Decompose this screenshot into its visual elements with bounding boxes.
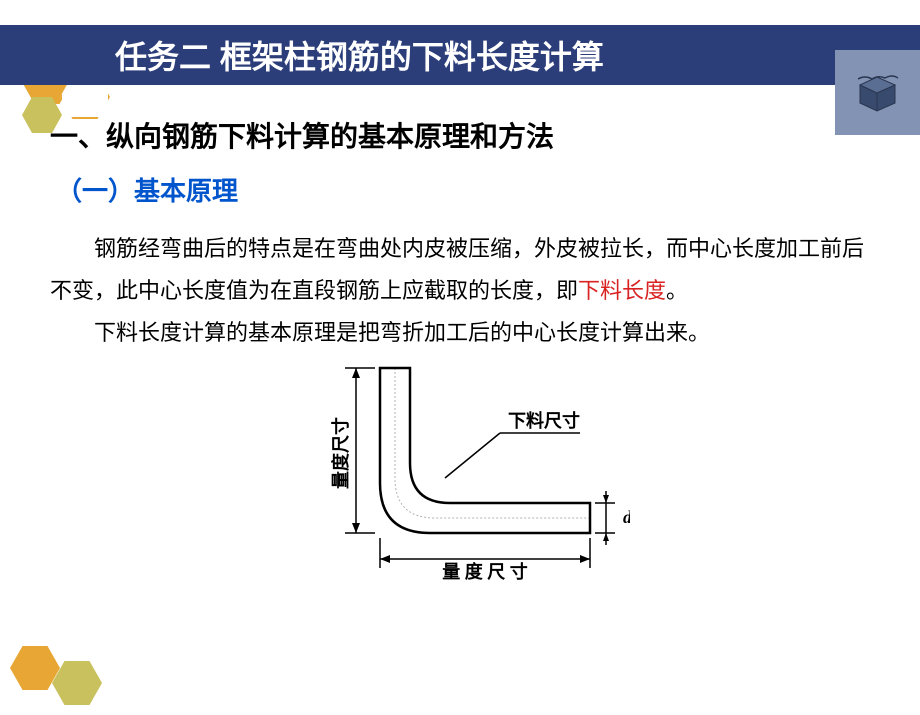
rebar-diagram: 量度尺寸 下料尺寸 d 量 度 尺 寸 (290, 363, 630, 583)
header-bar: 任务二 框架柱钢筋的下料长度计算 (0, 25, 920, 85)
dim-horizontal-label: 量 度 尺 寸 (442, 561, 528, 582)
content-area: 一、纵向钢筋下料计算的基本原理和方法 （一）基本原理 钢筋经弯曲后的特点是在弯曲… (0, 85, 920, 593)
para1-prefix: 钢筋经弯曲后的特点是在弯曲处内皮被压缩，外皮被拉长，而中心长度加工前后不变，此中… (50, 236, 864, 303)
para1-highlight: 下料长度 (578, 278, 666, 303)
subsection-title: （一）基本原理 (56, 171, 870, 208)
corner-logo (835, 50, 920, 135)
diagram-area: 量度尺寸 下料尺寸 d 量 度 尺 寸 (50, 363, 870, 583)
page-title: 任务二 框架柱钢筋的下料长度计算 (115, 32, 604, 78)
dim-vertical-label: 量度尺寸 (330, 417, 351, 489)
paragraph-2: 下料长度计算的基本原理是把弯折加工后的中心长度计算出来。 (50, 312, 870, 354)
dim-d-label: d (623, 507, 630, 527)
para1-suffix: 。 (666, 278, 688, 303)
dim-cutting-label: 下料尺寸 (508, 410, 580, 431)
paragraph-1: 钢筋经弯曲后的特点是在弯曲处内皮被压缩，外皮被拉长，而中心长度加工前后不变，此中… (50, 228, 870, 312)
section-title: 一、纵向钢筋下料计算的基本原理和方法 (50, 115, 870, 155)
book-icon (850, 65, 905, 120)
